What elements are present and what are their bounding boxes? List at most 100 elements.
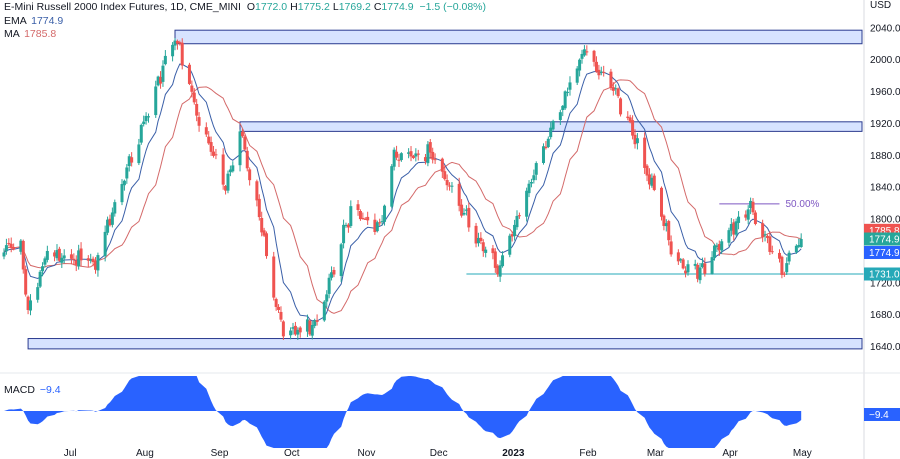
candle-up <box>392 149 396 167</box>
candle-down <box>346 224 350 228</box>
candle-down <box>221 154 225 185</box>
candle-down <box>197 117 201 126</box>
candle-down <box>510 234 514 237</box>
price-tick-label: 1920.0 <box>870 119 900 130</box>
candle-up <box>527 183 531 194</box>
candle-down <box>676 252 680 262</box>
candle-up <box>156 76 160 86</box>
macd-pane <box>4 376 802 448</box>
candle-up <box>614 88 618 90</box>
candle-down <box>782 273 786 275</box>
candle-down <box>192 92 196 103</box>
ema-label: EMA <box>4 15 27 27</box>
candle-up <box>55 250 59 259</box>
candle-down <box>717 244 721 250</box>
candle-down <box>619 98 623 115</box>
time-axis[interactable]: Jul Aug Sep Oct Nov Dec 2023 Feb Mar Apr May <box>64 448 812 459</box>
candle-up <box>462 212 466 215</box>
candle-down <box>491 248 495 254</box>
lines-layer: 50.00% <box>3 63 864 322</box>
candle-up <box>797 244 801 247</box>
price-tag-label: 1774.9 <box>869 248 900 259</box>
ema-legend[interactable]: EMA 1774.9 <box>4 15 63 28</box>
candle-down <box>257 198 261 218</box>
candle-up <box>578 59 582 71</box>
ohlc-item: O1772.0 <box>247 1 287 13</box>
candle-up <box>664 223 668 227</box>
candle-down <box>659 187 663 217</box>
candle-down <box>647 174 651 185</box>
candle-down <box>643 137 647 168</box>
candle-up <box>375 222 379 232</box>
candle-down <box>428 142 432 153</box>
candle-up <box>407 152 411 154</box>
candle-down <box>662 215 666 226</box>
candle-up <box>2 252 6 257</box>
price-tick-label: 2000.0 <box>870 55 900 66</box>
time-tick-label: Sep <box>211 448 229 459</box>
candle-up <box>529 181 533 184</box>
candle-up <box>693 263 697 266</box>
candle-down <box>433 159 437 161</box>
time-tick-label: Mar <box>647 448 665 459</box>
price-tag-label: 1731.0 <box>869 269 900 280</box>
candle-down <box>751 201 755 213</box>
candle-down <box>332 269 336 275</box>
candle-up <box>476 237 480 244</box>
ma-legend[interactable]: MA 1785.8 <box>4 28 56 41</box>
candle-up <box>700 263 704 268</box>
candle-down <box>602 71 606 73</box>
candle-down <box>778 252 782 259</box>
candle-up <box>289 330 293 336</box>
candle-up <box>305 319 309 332</box>
candle-down <box>53 252 57 257</box>
macd-legend[interactable]: MACD −9.4 <box>4 384 61 397</box>
ohlc-value: 1774.9 <box>381 1 414 13</box>
candle-up <box>484 249 488 253</box>
candle-down <box>681 259 685 269</box>
candle-up <box>19 240 23 252</box>
candle-up <box>534 163 538 175</box>
candle-up <box>60 257 64 263</box>
price-axis[interactable]: 2040.0 2000.0 1960.0 1920.0 1880.0 1840.0 1800… <box>870 23 900 353</box>
candle-down <box>753 212 757 224</box>
candle-down <box>130 157 134 163</box>
candle-down <box>57 248 61 261</box>
candle-up <box>464 209 468 211</box>
candle-down <box>209 142 213 152</box>
candle-down <box>445 180 449 186</box>
candle-up <box>344 224 348 226</box>
candle-down <box>761 223 765 238</box>
candle-down <box>493 251 497 268</box>
symbol-legend[interactable]: E-Mini Russell 2000 Index Futures, 1D, C… <box>4 1 486 14</box>
candle-up <box>513 224 517 237</box>
candle-up <box>127 156 131 167</box>
ohlc-value: 1769.2 <box>338 1 371 13</box>
ohlc-key: L <box>332 1 339 13</box>
ohlc-value: 1772.0 <box>255 1 288 13</box>
candle-down <box>457 183 461 206</box>
candle-up <box>125 167 129 179</box>
candle-up <box>414 153 418 157</box>
candle-down <box>411 155 415 159</box>
candle-down <box>86 258 90 261</box>
candle-down <box>274 298 278 307</box>
time-tick-label: Dec <box>430 448 448 459</box>
candle-up <box>399 153 403 161</box>
candle-up <box>787 252 791 262</box>
ohlc-value: −1.5 (−0.08%) <box>416 1 487 13</box>
candle-up <box>582 49 586 56</box>
ohlc-item: L1769.2 <box>333 1 371 13</box>
candle-down <box>69 254 73 259</box>
price-tag-label: 1785.8 <box>869 226 900 237</box>
candle-up <box>635 138 639 144</box>
candle-up <box>737 216 741 223</box>
candle-up <box>171 44 175 57</box>
candle-up <box>515 215 519 228</box>
candle-down <box>91 258 95 263</box>
candle-down <box>544 146 548 149</box>
candle-down <box>190 85 194 92</box>
candle-up <box>720 241 724 251</box>
